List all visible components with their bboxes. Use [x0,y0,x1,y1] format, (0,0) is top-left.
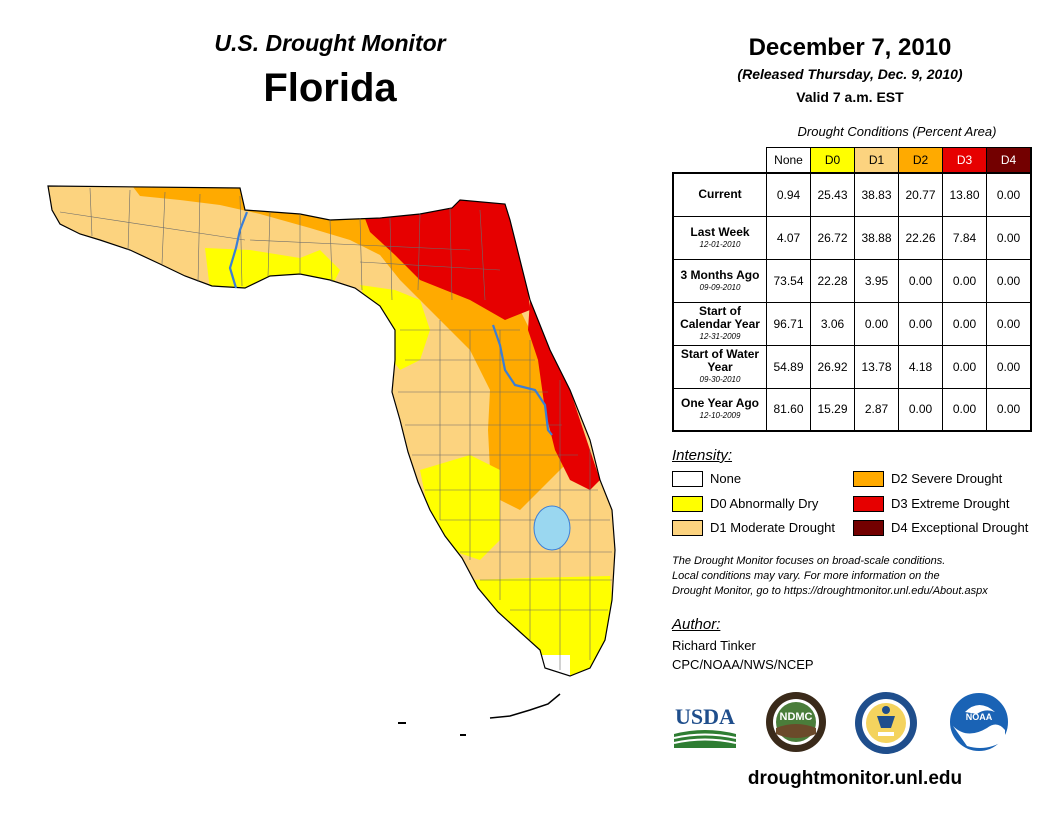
cell-d4: 0.00 [986,258,1032,303]
row-label: One Year Ago 12-10-2009 [672,387,767,432]
cell-d1: 38.83 [854,172,899,217]
cell-d2: 0.00 [898,258,943,303]
col-d2: D2 [898,147,943,174]
row-label: Last Week 12-01-2010 [672,215,767,260]
lake-okeechobee [533,505,571,551]
cell-d1: 13.78 [854,344,899,389]
florida-keys [398,693,561,736]
cell-d2: 20.77 [898,172,943,217]
swatch [672,520,703,536]
svg-text:NDMC: NDMC [780,711,813,723]
cell-d2: 22.26 [898,215,943,260]
swatch [672,471,703,487]
table-row: Current 0.94 25.43 38.83 20.77 13.80 0.0… [672,172,1032,217]
legend-title: Intensity: [672,447,733,464]
row-label: Start of Calendar Year 12-31-2009 [672,301,767,346]
d0-dry-westcoast-region [420,455,500,560]
author-name: Richard Tinker [672,638,756,653]
table-row: One Year Ago 12-10-2009 81.60 15.29 2.87 … [672,387,1032,432]
cell-d0: 25.43 [810,172,855,217]
cell-d1: 3.95 [854,258,899,303]
table-header-row: None D0 D1 D2 D3 D4 [673,147,1032,174]
author-heading: Author: [672,616,721,633]
swatch [853,520,884,536]
d0-dry-panhandle-region [205,248,340,300]
cell-d4: 0.00 [986,344,1032,389]
cell-d0: 15.29 [810,387,855,432]
cell-none: 73.54 [766,258,811,303]
row-date: 12-31-2009 [699,332,741,341]
cell-d0: 26.92 [810,344,855,389]
row-date: 12-01-2010 [699,239,741,249]
apalachicola-river [228,211,249,289]
table-row: Start of Water Year 09-30-2010 54.89 26.9… [672,344,1032,389]
row-date: 09-30-2010 [699,375,741,384]
cell-d0: 3.06 [810,301,855,346]
cell-d3: 0.00 [942,301,987,346]
table-row: 3 Months Ago 09-09-2010 73.54 22.28 3.95 … [672,258,1032,303]
cell-d4: 0.00 [986,215,1032,260]
cell-d3: 0.00 [942,258,987,303]
usda-logo: USDA [673,704,737,748]
col-d0: D0 [810,147,855,174]
drought-conditions-table: None D0 D1 D2 D3 D4 Current 0.94 25.43 3… [672,147,1032,432]
d0-dry-south-region [470,576,615,676]
col-d1: D1 [854,147,899,174]
col-d4: D4 [986,147,1032,174]
d3-extreme-north-region [360,200,530,320]
row-label: Start of Water Year 09-30-2010 [672,344,767,389]
author-organization: CPC/NOAA/NWS/NCEP [672,657,814,672]
cell-none: 54.89 [766,344,811,389]
cell-none: 4.07 [766,215,811,260]
cell-d0: 26.72 [810,215,855,260]
cell-none: 96.71 [766,301,811,346]
cell-d4: 0.00 [986,301,1032,346]
cell-d1: 0.00 [854,301,899,346]
map-subtitle: U.S. Drought Monitor [214,30,446,56]
header-blank [673,148,767,174]
cell-d1: 38.88 [854,215,899,260]
noaa-logo: NOAA [948,691,1010,753]
swatch [853,496,884,512]
cell-d3: 0.00 [942,387,987,432]
st-johns-river [491,324,553,436]
cell-d4: 0.00 [986,172,1032,217]
cell-d2: 0.00 [898,301,943,346]
row-label: Current [672,172,767,217]
cell-none: 0.94 [766,172,811,217]
svg-text:USDA: USDA [675,704,735,729]
website-url: droughtmonitor.unl.edu [747,768,963,789]
cell-d3: 0.00 [942,344,987,389]
swatch [672,496,703,512]
cell-d2: 4.18 [898,344,943,389]
cell-d2: 0.00 [898,387,943,432]
row-label: 3 Months Ago 09-09-2010 [672,258,767,303]
cell-none: 81.60 [766,387,811,432]
col-d3: D3 [942,147,987,174]
col-none: None [766,147,811,174]
row-date: 09-09-2010 [699,282,741,292]
valid-time: Valid 7 a.m. EST [796,89,904,105]
disclaimer-note: The Drought Monitor focuses on broad-sca… [672,555,988,597]
commerce-seal-logo [855,692,917,754]
row-date: 12-10-2009 [699,411,741,421]
county-lines [59,187,612,670]
cell-d0: 22.28 [810,258,855,303]
table-caption: Drought Conditions (Percent Area) [797,124,997,139]
ndmc-logo: NDMC [766,692,826,752]
map-date: December 7, 2010 [748,34,952,61]
cell-d3: 13.80 [942,172,987,217]
table-row: Last Week 12-01-2010 4.07 26.72 38.88 22.… [672,215,1032,260]
state-outline [47,185,616,677]
d3-extreme-east-coast-region [528,300,600,490]
cell-d4: 0.00 [986,387,1032,432]
florida-drought-map [47,185,616,736]
svg-text:NOAA: NOAA [966,712,993,722]
swatch [853,471,884,487]
table-row: Start of Calendar Year 12-31-2009 96.71 3… [672,301,1032,346]
cell-d1: 2.87 [854,387,899,432]
cell-d3: 7.84 [942,215,987,260]
release-date: (Released Thursday, Dec. 9, 2010) [737,66,963,82]
map-title: Florida [263,66,397,110]
